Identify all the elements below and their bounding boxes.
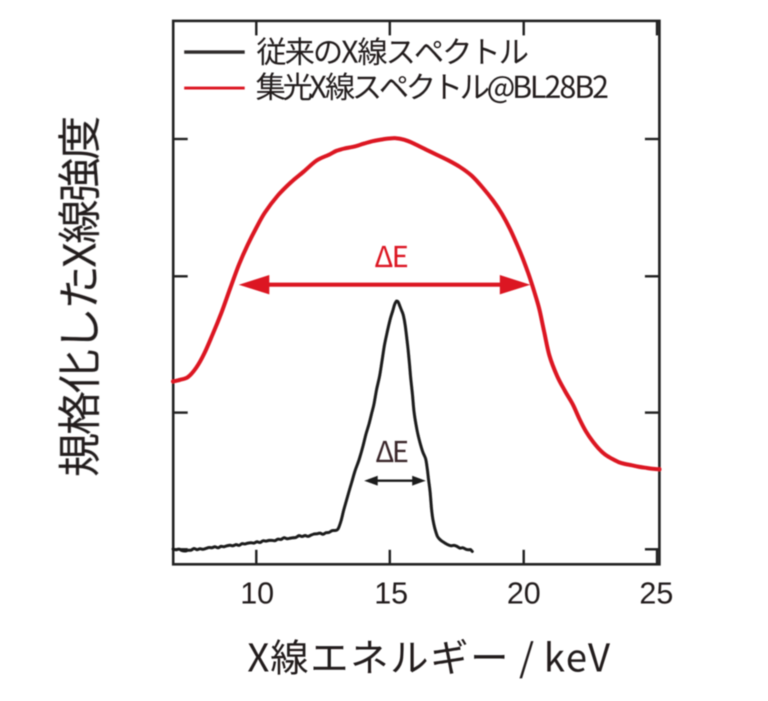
svg-text:20: 20 [507, 577, 541, 611]
svg-text:15: 15 [374, 577, 408, 611]
svg-text:25: 25 [639, 577, 673, 611]
svg-text:10: 10 [240, 577, 274, 611]
